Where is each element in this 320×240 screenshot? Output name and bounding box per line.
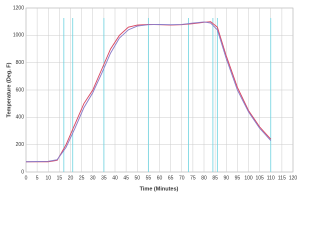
- x-tick-label: 50: [134, 175, 140, 181]
- x-tick-label: 0: [25, 175, 28, 181]
- chart: Temperature (Deg. F) Time (Minutes) 0200…: [6, 5, 298, 192]
- x-tick-label: 5: [36, 175, 39, 181]
- x-tick-label: 100: [244, 175, 253, 181]
- x-tick-label: 115: [278, 175, 286, 181]
- x-tick-label: 15: [57, 175, 63, 181]
- x-tick-label: 40: [112, 175, 118, 181]
- x-tick-label: 20: [68, 175, 74, 181]
- x-tick-label: 55: [146, 175, 152, 181]
- x-tick-label: 80: [201, 175, 207, 181]
- x-tick-label: 35: [101, 175, 107, 181]
- y-tick-label: 600: [16, 87, 25, 93]
- x-tick-label: 45: [123, 175, 129, 181]
- x-axis-title: Time (Minutes): [140, 186, 179, 192]
- x-tick-label: 90: [223, 175, 229, 181]
- y-tick-label: 1000: [13, 33, 24, 39]
- y-tick-label: 0: [21, 169, 24, 175]
- x-tick-label: 110: [267, 175, 275, 181]
- x-tick-label: 10: [45, 175, 51, 181]
- x-tick-label: 65: [168, 175, 174, 181]
- x-tick-label: 85: [212, 175, 218, 181]
- x-tick-label: 60: [157, 175, 163, 181]
- y-tick-label: 400: [16, 115, 25, 121]
- x-tick-label: 120: [289, 175, 298, 181]
- y-axis-title: Temperature (Deg. F): [6, 62, 12, 117]
- x-tick-label: 75: [190, 175, 196, 181]
- y-tick-label: 1200: [13, 5, 24, 11]
- y-tick-label: 200: [16, 142, 25, 148]
- x-tick-label: 30: [90, 175, 96, 181]
- x-tick-label: 25: [79, 175, 85, 181]
- x-tick-label: 95: [235, 175, 241, 181]
- y-tick-label: 800: [16, 60, 25, 66]
- x-tick-label: 105: [255, 175, 264, 181]
- series-line: [25, 21, 272, 163]
- x-tick-label: 70: [179, 175, 185, 181]
